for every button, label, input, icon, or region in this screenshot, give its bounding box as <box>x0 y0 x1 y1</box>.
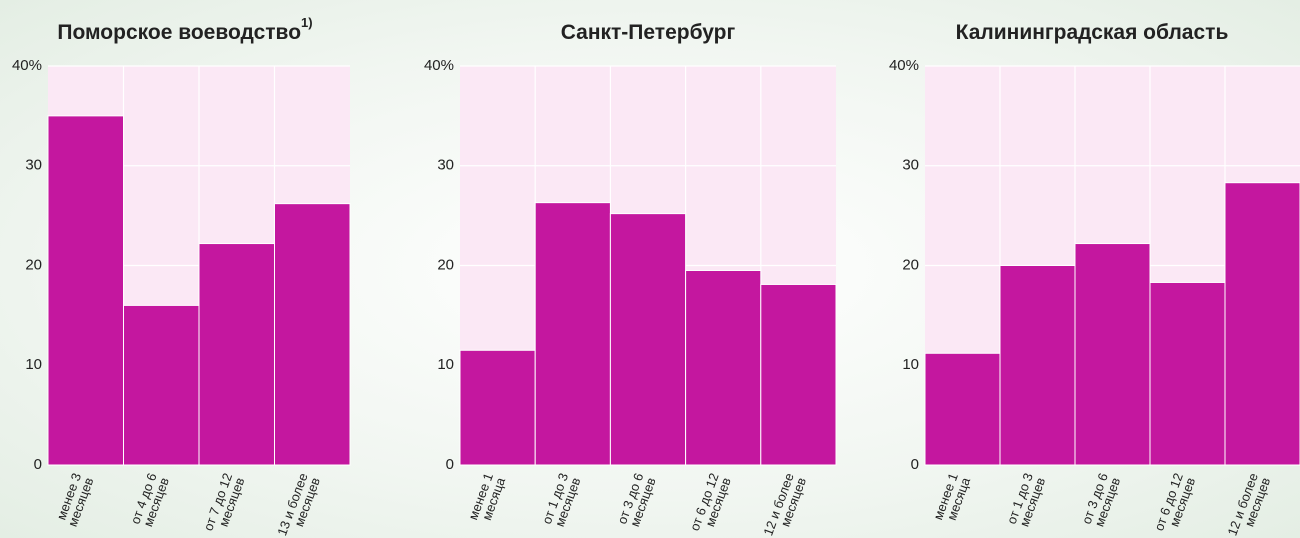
title-text: Санкт-Петербург <box>561 21 736 44</box>
title-text: Калининградская область <box>956 21 1229 44</box>
bar <box>1224 182 1300 466</box>
title-note: 1) <box>301 15 313 30</box>
chart-title: Поморское воеводство1) <box>57 15 312 43</box>
y-tick-label: 20 <box>437 256 454 273</box>
bar <box>274 203 351 466</box>
bar <box>924 352 1001 466</box>
y-tick-label: 40% <box>12 57 42 74</box>
y-tick-label: 0 <box>34 456 42 473</box>
bar <box>534 202 611 466</box>
bar <box>1149 281 1226 466</box>
chart-title: Калининградская область <box>956 21 1229 44</box>
bar <box>198 243 275 466</box>
title-text: Поморское воеводство <box>57 21 301 44</box>
y-tick-label: 30 <box>25 157 42 174</box>
bar <box>609 213 687 466</box>
y-tick-label: 10 <box>437 356 454 373</box>
y-tick-label: 20 <box>902 256 919 273</box>
bar <box>123 304 200 466</box>
chart-title: Санкт-Петербург <box>561 21 736 44</box>
bar <box>999 265 1076 466</box>
bar <box>459 349 536 466</box>
y-tick-label: 30 <box>902 157 919 174</box>
y-tick-label: 30 <box>437 157 454 174</box>
y-tick-label: 0 <box>446 456 454 473</box>
bar <box>760 283 837 466</box>
bar <box>685 269 762 466</box>
y-tick-label: 0 <box>911 456 919 473</box>
y-tick-label: 10 <box>25 356 42 373</box>
bar <box>1074 243 1151 466</box>
y-tick-label: 40% <box>424 57 454 74</box>
y-tick-label: 40% <box>889 57 919 74</box>
y-tick-label: 20 <box>25 256 42 273</box>
y-tick-label: 10 <box>902 356 919 373</box>
bar <box>47 115 124 466</box>
